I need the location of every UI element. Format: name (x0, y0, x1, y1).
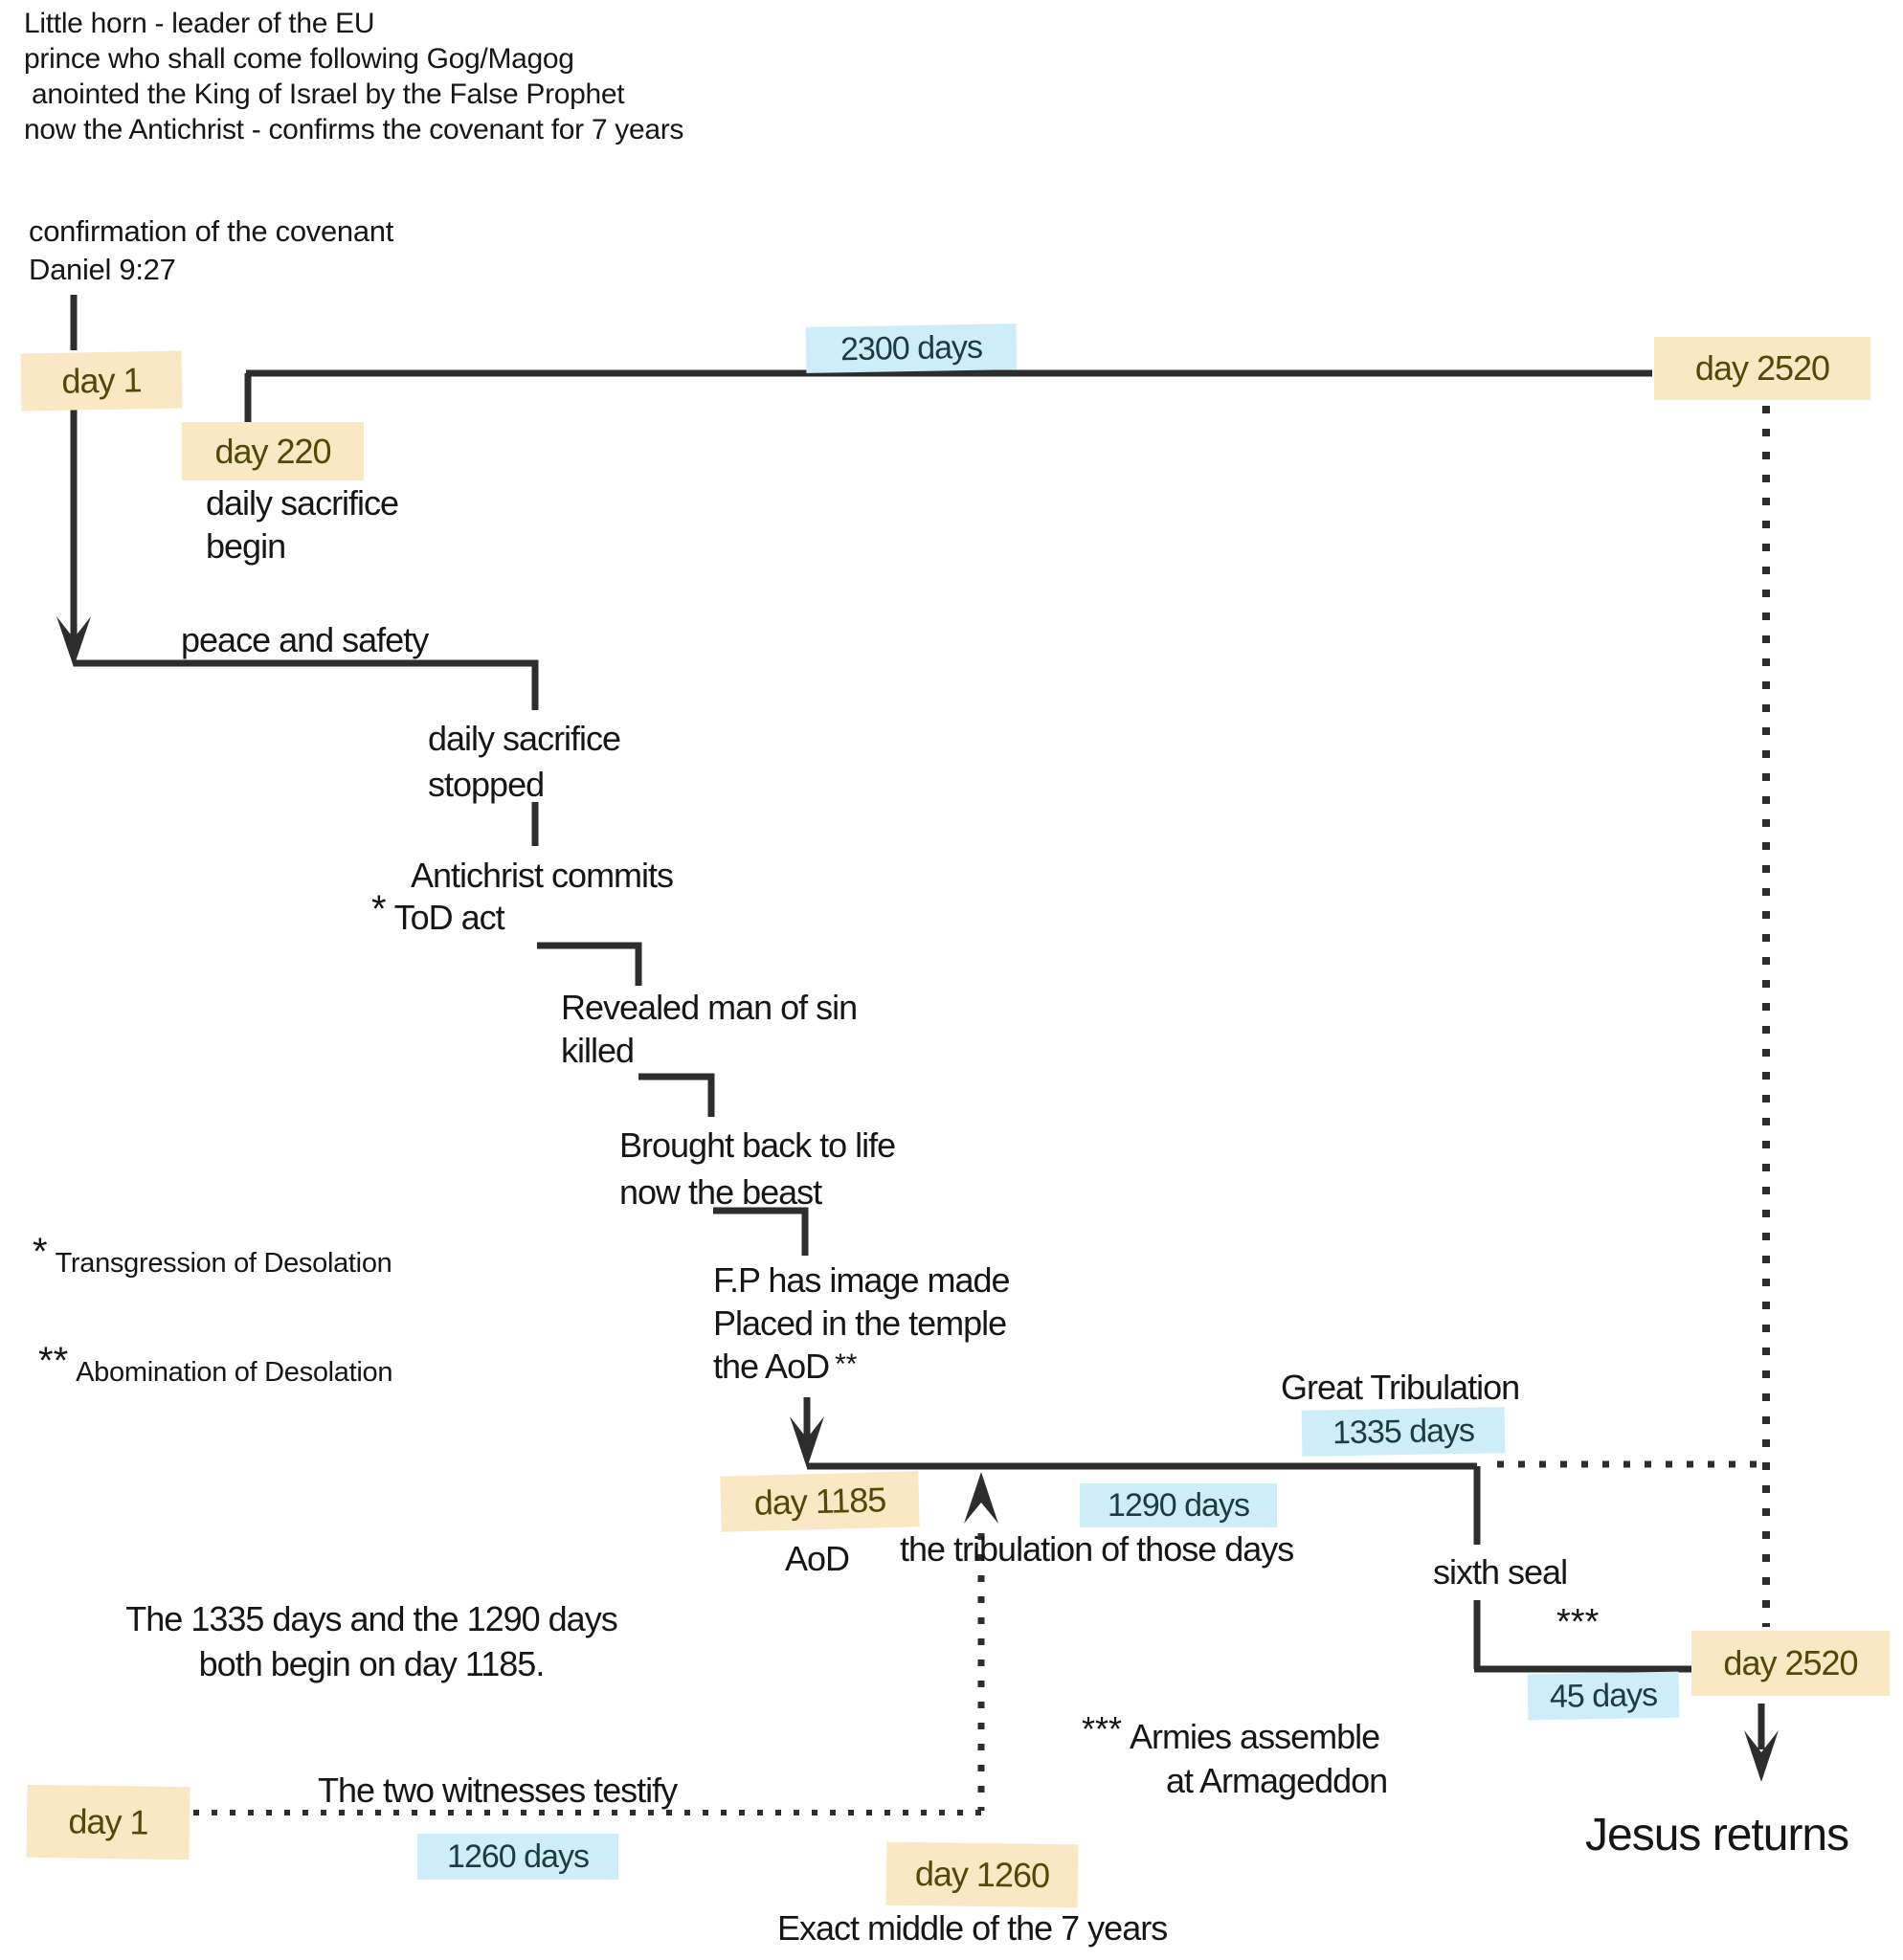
antichrist-commits-label: Antichrist commits (411, 856, 674, 895)
aod-arrowhead-icon (790, 1416, 824, 1468)
tod-asterisk: * (371, 888, 387, 930)
armies-assemble-label: *** Armies assemble at Armageddon (1082, 1709, 1388, 1803)
footnote-transgression: * Transgression of Desolation (33, 1231, 392, 1281)
two-witnesses-label: The two witnesses testify (318, 1771, 678, 1810)
stopped-line-2: stopped (428, 765, 545, 804)
fp-aod-text: the AoD (713, 1347, 830, 1386)
daily-sacrifice-begin-label: daily sacrifice begin (206, 481, 399, 568)
brought-back-label: Brought back to life now the beast (619, 1122, 896, 1215)
brought-back-line-1: Brought back to life (619, 1125, 896, 1165)
armies-line-1: *** Armies assemble (1082, 1709, 1387, 1759)
note-1335-1290: The 1335 days and the 1290 days both beg… (46, 1596, 697, 1686)
peace-and-safety-label: peace and safety (181, 620, 429, 659)
footnote2-text: Abomination of Desolation (76, 1357, 393, 1388)
tribulation-of-those-days-label: the tribulation of those days (900, 1529, 1294, 1569)
intro-notes: Little horn - leader of the EU prince wh… (24, 6, 683, 147)
covenant-line-1: confirmation of the covenant (29, 214, 394, 248)
armageddon-asterisks-marker: *** (1556, 1602, 1600, 1642)
day220-badge: day 220 (182, 422, 364, 480)
day2520-top-badge: day 2520 (1654, 337, 1870, 400)
step-beast-line (713, 1207, 809, 1256)
stopped-line-1: daily sacrifice (428, 719, 621, 758)
span-1260-badge: 1260 days (417, 1834, 618, 1880)
day1-arrowhead-icon (56, 616, 91, 667)
day2520-bottom-badge: day 2520 (1691, 1631, 1890, 1696)
footnote1-text: Transgression of Desolation (55, 1248, 392, 1279)
daily-sacrifice-stopped-label: daily sacrifice stopped (428, 716, 621, 808)
tod-act-label: * ToD act (371, 888, 505, 939)
span-45-badge: 45 days (1527, 1671, 1680, 1721)
sixth-seal-label: sixth seal (1433, 1552, 1568, 1592)
jesus-arrowhead-icon (1744, 1730, 1779, 1782)
armies-asterisks: *** (1082, 1709, 1123, 1748)
note-line-2: both begin on day 1185. (198, 1644, 546, 1683)
revealed-man-of-sin-label: Revealed man of sin killed (561, 986, 858, 1072)
great-tribulation-label: Great Tribulation (1281, 1368, 1520, 1407)
footnote-abomination: ** Abomination of Desolation (38, 1340, 393, 1391)
day1-bottom-badge: day 1 (26, 1784, 190, 1860)
day1185-badge: day 1185 (720, 1471, 920, 1532)
fp-line-1: F.P has image made (713, 1260, 1011, 1300)
day1-top-badge: day 1 (20, 350, 183, 412)
daily-sacrifice-begin-line-2: begin (206, 526, 286, 566)
footnote1-asterisk: * (33, 1231, 48, 1273)
step-tod-line (537, 942, 642, 986)
fp-line-3: the AoD ** (713, 1345, 1010, 1391)
false-prophet-image-label: F.P has image made Placed in the temple … (713, 1258, 1011, 1391)
covenant-line-2: Daniel 9:27 (29, 253, 176, 286)
middle-up-arrowhead-icon (964, 1472, 998, 1524)
aod-label: AoD (785, 1539, 850, 1578)
intro-line-2: prince who shall come following Gog/Mago… (24, 43, 574, 75)
span-2300-badge: 2300 days (805, 323, 1018, 373)
intro-line-3: anointed the King of Israel by the False… (32, 78, 625, 110)
covenant-label: confirmation of the covenant Daniel 9:27 (29, 212, 393, 289)
revealed-line-1: Revealed man of sin (561, 988, 858, 1027)
note-line-1: The 1335 days and the 1290 days (125, 1599, 617, 1638)
armies-text-1: Armies assemble (1130, 1717, 1380, 1756)
intro-line-1: Little horn - leader of the EU (24, 8, 375, 39)
footnote2-asterisks: ** (38, 1340, 69, 1382)
armies-text-2: at Armageddon (1166, 1761, 1388, 1800)
peace-and-safety-line (74, 659, 539, 710)
brought-back-line-2: now the beast (619, 1172, 822, 1212)
tod-act-text: ToD act (393, 898, 505, 937)
fp-aod-asterisks: ** (835, 1348, 858, 1380)
span-1290-badge: 1290 days (1080, 1483, 1277, 1527)
span-1335-badge: 1335 days (1301, 1407, 1506, 1457)
exact-middle-label: Exact middle of the 7 years (777, 1908, 1168, 1948)
day1260-badge: day 1260 (885, 1841, 1079, 1908)
jesus-returns-label: Jesus returns (1585, 1810, 1849, 1860)
step-revealed-line (638, 1073, 715, 1117)
intro-line-4: now the Antichrist - confirms the covena… (24, 114, 684, 145)
revealed-line-2: killed (561, 1031, 635, 1070)
daily-sacrifice-begin-line-1: daily sacrifice (206, 483, 399, 523)
fp-line-2: Placed in the temple (713, 1303, 1007, 1343)
